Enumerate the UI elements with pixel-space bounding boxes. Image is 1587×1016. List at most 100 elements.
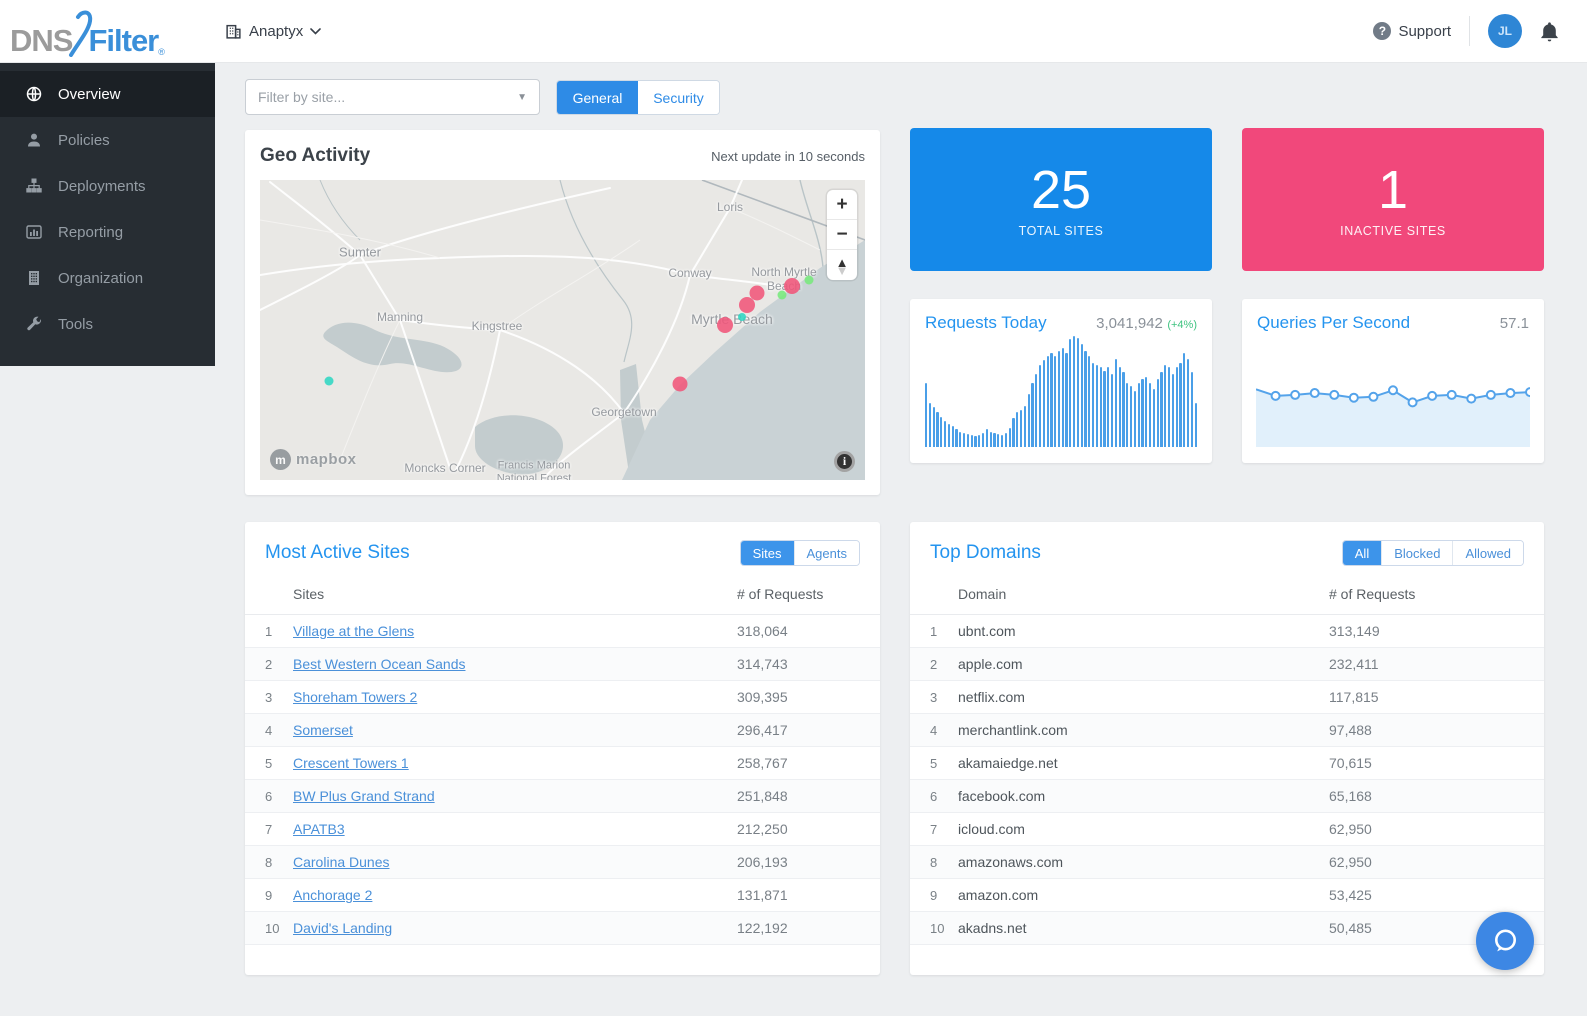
request-count: 62,950	[1329, 854, 1372, 870]
site-filter-select[interactable]: ▼	[245, 79, 540, 115]
table-row: 9 Anchorage 2 131,871	[245, 879, 880, 912]
requests-today-card: Requests Today 3,041,942 (+4%)	[910, 299, 1212, 463]
zoom-out-button[interactable]: −	[827, 220, 857, 250]
bar	[985, 429, 988, 447]
site-link[interactable]: Village at the Glens	[293, 623, 415, 639]
bar	[1175, 367, 1178, 447]
domain-label: apple.com	[958, 656, 1023, 672]
bar	[1084, 351, 1087, 447]
bar	[936, 411, 939, 447]
sidebar-item-deployments[interactable]: Deployments	[0, 163, 215, 209]
sidebar-item-reporting[interactable]: Reporting	[0, 209, 215, 255]
mapbox-attribution[interactable]: m mapbox	[270, 449, 357, 470]
bar	[1046, 355, 1049, 447]
table-row: 7 APATB3 212,250	[245, 813, 880, 846]
sidebar-item-tools[interactable]: Tools	[0, 301, 215, 347]
request-count: 251,848	[737, 788, 788, 804]
domain-label: amazon.com	[958, 887, 1039, 903]
site-link[interactable]: Best Western Ocean Sands	[293, 656, 466, 672]
data-point	[1525, 387, 1530, 398]
row-rank: 7	[265, 821, 273, 837]
total-sites-value: 25	[1030, 159, 1092, 220]
chevron-down-icon	[310, 27, 322, 35]
table-row: 1 ubnt.com 313,149	[910, 615, 1544, 648]
notifications-button[interactable]	[1540, 21, 1559, 42]
toggle-allowed[interactable]: Allowed	[1453, 541, 1523, 565]
logo-swoosh-icon	[69, 10, 93, 57]
site-link[interactable]: David's Landing	[293, 920, 393, 936]
site-link[interactable]: Somerset	[293, 722, 353, 738]
bar	[1126, 382, 1129, 447]
sidebar-item-overview[interactable]: Overview	[0, 71, 215, 117]
dnsfilter-logo[interactable]: DNS Filter ®	[0, 3, 225, 59]
org-selector[interactable]: Anaptyx	[225, 23, 322, 40]
domain-label: merchantlink.com	[958, 722, 1068, 738]
bar	[1073, 335, 1076, 447]
bar	[1149, 382, 1152, 447]
sidebar-item-policies[interactable]: Policies	[0, 117, 215, 163]
bar	[1031, 382, 1034, 447]
bar	[955, 429, 958, 447]
tab-security[interactable]: Security	[638, 81, 719, 114]
bar	[1156, 379, 1159, 447]
toggle-sites[interactable]: Sites	[740, 541, 795, 565]
site-link[interactable]: Carolina Dunes	[293, 854, 390, 870]
bar	[1088, 355, 1091, 447]
site-activity-marker	[784, 278, 800, 294]
pitch-down-icon: ▼	[835, 262, 849, 278]
avatar[interactable]: JL	[1488, 14, 1522, 48]
bar	[981, 432, 985, 447]
view-tabs: General Security	[556, 80, 720, 115]
request-count: 117,815	[1329, 689, 1379, 705]
zoom-in-button[interactable]: +	[827, 190, 857, 220]
request-count: 65,168	[1329, 788, 1372, 804]
request-count: 258,767	[737, 755, 788, 771]
request-count: 206,193	[737, 854, 788, 870]
chat-launcher-button[interactable]	[1476, 912, 1534, 970]
site-link[interactable]: Shoreham Towers 2	[293, 689, 418, 705]
support-label: Support	[1398, 22, 1451, 40]
sidebar-item-organization[interactable]: Organization	[0, 255, 215, 301]
data-point	[1407, 397, 1418, 408]
queries-per-second-card: Queries Per Second 57.1	[1242, 299, 1544, 463]
bar	[1080, 344, 1083, 447]
data-point	[1368, 391, 1379, 402]
top-domains-title: Top Domains	[930, 542, 1041, 563]
map-info-button[interactable]: i	[834, 451, 855, 472]
data-point	[1485, 389, 1496, 400]
site-filter-input[interactable]	[258, 89, 518, 105]
site-link[interactable]: APATB3	[293, 821, 345, 837]
bar	[1061, 347, 1064, 447]
bar	[1103, 370, 1106, 447]
site-link[interactable]: Crescent Towers 1	[293, 755, 409, 771]
sitemap-icon	[26, 178, 42, 193]
data-point	[1329, 389, 1340, 400]
domain-label: ubnt.com	[958, 623, 1016, 639]
toggle-blocked[interactable]: Blocked	[1382, 541, 1454, 565]
site-link[interactable]: BW Plus Grand Strand	[293, 788, 435, 804]
row-rank: 5	[930, 755, 938, 771]
row-rank: 3	[265, 689, 273, 705]
bar	[951, 425, 954, 447]
bar	[970, 435, 973, 447]
bar	[997, 434, 1000, 447]
site-link[interactable]: Anchorage 2	[293, 887, 373, 903]
toggle-agents[interactable]: Agents	[794, 541, 859, 565]
tab-general[interactable]: General	[557, 81, 638, 114]
bar	[947, 423, 950, 447]
bar	[1118, 367, 1121, 447]
table-row: 9 amazon.com 53,425	[910, 879, 1544, 912]
row-rank: 6	[265, 788, 273, 804]
pitch-up-icon: ▲	[835, 255, 849, 271]
geo-activity-card: Geo Activity Next update in 10 seconds	[245, 130, 880, 495]
compass-pitch-button[interactable]: ▲ ▼	[827, 250, 857, 280]
request-count: 122,192	[737, 920, 788, 936]
toggle-all[interactable]: All	[1342, 541, 1383, 565]
site-activity-marker	[777, 290, 787, 300]
table-row: 6 facebook.com 65,168	[910, 780, 1544, 813]
bar	[1114, 359, 1118, 447]
bar	[1000, 435, 1004, 447]
support-button[interactable]: ? Support	[1373, 22, 1451, 40]
